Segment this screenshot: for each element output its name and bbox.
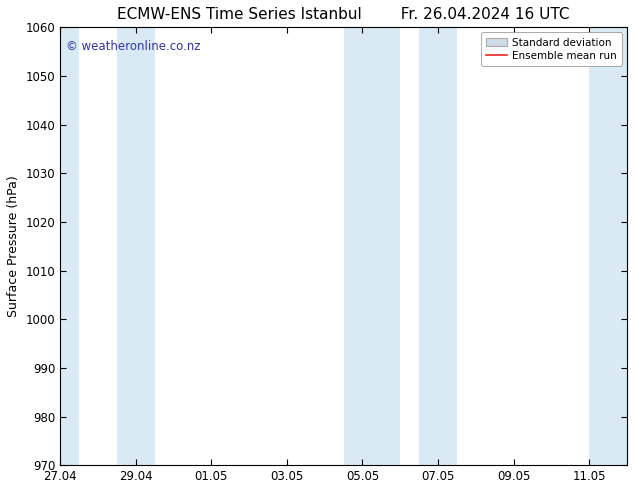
Bar — [419, 27, 457, 465]
Bar — [117, 27, 155, 465]
Bar — [60, 27, 79, 465]
Bar — [589, 27, 627, 465]
Title: ECMW-ENS Time Series Istanbul        Fr. 26.04.2024 16 UTC: ECMW-ENS Time Series Istanbul Fr. 26.04.… — [117, 7, 570, 22]
Legend: Standard deviation, Ensemble mean run: Standard deviation, Ensemble mean run — [481, 32, 622, 66]
Bar — [344, 27, 400, 465]
Text: © weatheronline.co.nz: © weatheronline.co.nz — [66, 40, 200, 53]
Y-axis label: Surface Pressure (hPa): Surface Pressure (hPa) — [7, 175, 20, 317]
